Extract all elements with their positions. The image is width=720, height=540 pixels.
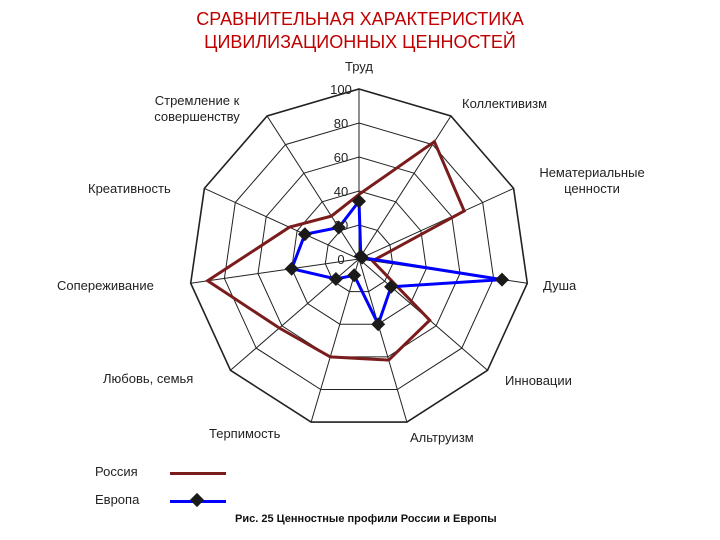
tick-label-80: 80 (334, 116, 348, 131)
grid-ring-3 (257, 156, 461, 358)
grid-ring-1 (324, 224, 394, 293)
tick-label-0: 0 (337, 252, 344, 267)
grid-spoke-5 (358, 258, 408, 423)
chart-title-line-1: СРАВНИТЕЛЬНАЯ ХАРАКТЕРИСТИКА (196, 9, 524, 29)
axis-label-4: Инновации (505, 373, 572, 388)
series-1-point-7 (328, 272, 343, 286)
grid-spoke-8 (190, 258, 360, 284)
series-1-point-0 (352, 194, 366, 209)
legend-swatch-russia (170, 472, 226, 475)
legend-item-europe: Европа (95, 490, 235, 518)
series-1-point-2 (355, 250, 370, 265)
grid-ring-5 (189, 88, 529, 423)
legend-label-europe: Европа (95, 492, 140, 507)
axis-label-2: Нематериальные ценности (539, 165, 644, 196)
chart-title-line-2: ЦИВИЛИЗАЦИОННЫХ ЦЕННОСТЕЙ (204, 32, 516, 52)
series-1-point-5 (371, 317, 386, 332)
legend-diamond-icon (189, 492, 205, 508)
grid-spoke-10 (266, 115, 360, 260)
axis-label-1: Коллективизм (462, 96, 547, 111)
axis-labels: Труд Коллективизм Нематериальные ценности Ду… (57, 59, 645, 445)
series-1-point-8 (284, 261, 299, 276)
legend-item-russia: Россия (95, 462, 235, 490)
radial-tick-labels: 0 20 40 60 80 100 (330, 82, 352, 267)
series-1-point-4 (384, 279, 399, 294)
series-1-point-9 (297, 227, 312, 242)
tick-label-20: 20 (334, 218, 348, 233)
axis-label-3: Душа (543, 278, 577, 293)
axis-label-7: Любовь, семья (103, 371, 193, 386)
grid-spoke-1 (358, 115, 452, 260)
grid-ring-4 (223, 122, 495, 390)
axis-label-8: Сопереживание (57, 278, 154, 293)
figure-caption: Рис. 25 Ценностные профили России и Евро… (235, 513, 497, 525)
axis-label-0: Труд (345, 59, 373, 74)
radar-series (204, 139, 509, 362)
tick-label-40: 40 (334, 184, 348, 199)
grid-spoke-2 (358, 187, 514, 260)
axis-label-6: Терпимость (209, 426, 281, 441)
axis-label-10: Стремление к совершенству (154, 93, 240, 124)
legend-label-russia: Россия (95, 464, 138, 479)
axis-label-5: Альтруизм (410, 430, 474, 445)
grid-ring-2 (291, 190, 427, 325)
series-line-0 (204, 139, 467, 362)
grid-spoke-9 (204, 187, 360, 260)
tick-label-60: 60 (334, 150, 348, 165)
series-1-point-6 (347, 268, 362, 283)
chart-title: СРАВНИТЕЛЬНАЯ ХАРАКТЕРИСТИКА ЦИВИЛИЗАЦИО… (0, 8, 720, 54)
legend: Россия Европа (95, 462, 235, 518)
axis-label-9: Креативность (88, 181, 171, 196)
tick-label-100: 100 (330, 82, 352, 97)
grid-spoke-6 (310, 258, 360, 423)
series-1-point-10 (331, 220, 346, 235)
series-1-point-3 (495, 272, 509, 287)
